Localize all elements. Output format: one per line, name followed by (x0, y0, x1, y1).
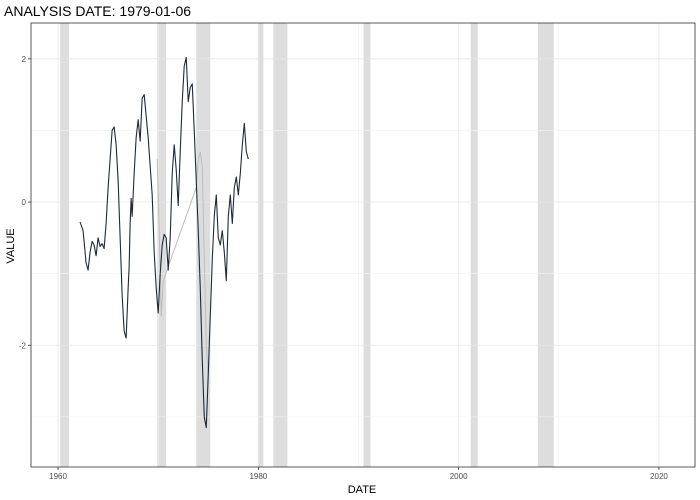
recession-band-3 (258, 23, 264, 467)
chart-title: ANALYSIS DATE: 1979-01-06 (4, 3, 191, 19)
recession-band-4 (273, 23, 288, 467)
panel-border (30, 22, 696, 468)
recession-band-7 (537, 23, 554, 467)
x-tick-label-1: 1980 (249, 472, 267, 481)
x-tick-label-3: 2020 (650, 472, 668, 481)
y-axis-title: VALUE (5, 228, 17, 263)
revised-series-line (156, 151, 209, 374)
x-axis-ticks: 1960 1980 2000 2020 (49, 467, 668, 481)
y-tick-label-1: 0 (22, 198, 27, 207)
main-series-line (79, 56, 249, 429)
grid-lines (31, 23, 695, 467)
x-tick-label-2: 2000 (450, 472, 468, 481)
recession-band-5 (363, 23, 371, 467)
y-tick-label-2: 2 (22, 55, 27, 64)
main-series (79, 56, 249, 429)
recession-band-0 (60, 23, 70, 467)
x-tick-label-0: 1960 (49, 472, 67, 481)
revised-series (156, 151, 209, 374)
y-tick-label-0: -2 (19, 341, 27, 350)
recession-band-6 (470, 23, 478, 467)
x-axis-title: DATE (348, 484, 377, 496)
recession-bands (60, 23, 554, 467)
y-axis-ticks: -2 0 2 (19, 55, 31, 350)
